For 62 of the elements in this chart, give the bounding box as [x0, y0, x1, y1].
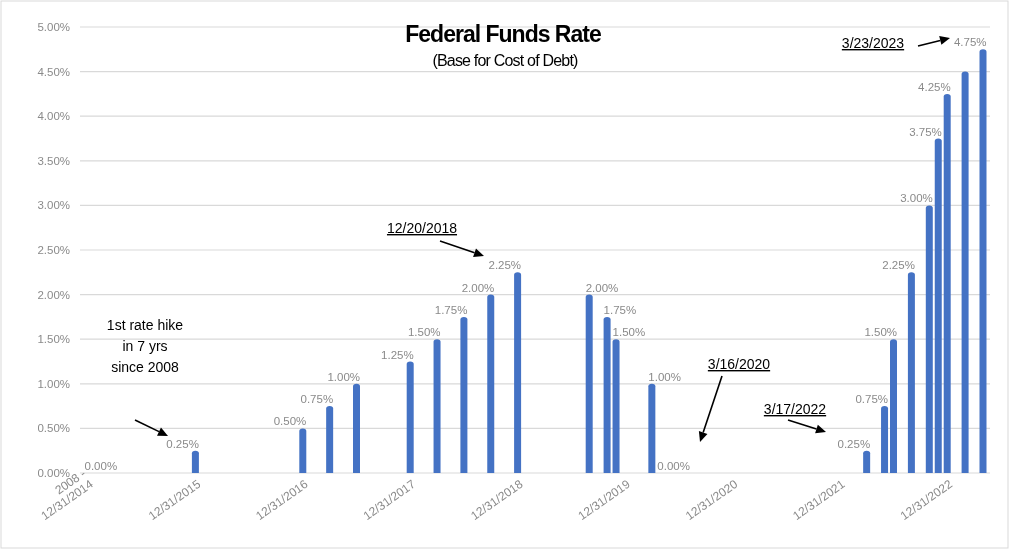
data-label: 0.00%	[84, 460, 118, 472]
bar	[881, 406, 889, 473]
annotation: 1st rate hike in 7 yrs since 2008	[106, 317, 184, 375]
data-label: 0.25%	[837, 437, 871, 450]
annotation: 3/23/2023	[841, 35, 905, 51]
bar	[406, 361, 414, 473]
data-label: 2.25%	[882, 259, 915, 272]
bar	[934, 138, 942, 473]
chart-title: Federal Funds Rate	[405, 21, 601, 47]
bar	[907, 272, 915, 473]
bar	[353, 383, 360, 473]
y-tick-label: 2.50%	[37, 244, 70, 257]
data-label: 3.75%	[909, 125, 942, 138]
y-tick-label: 1.50%	[37, 333, 70, 346]
bar	[585, 294, 593, 473]
bar	[299, 428, 307, 473]
data-label: 0.25%	[166, 437, 199, 450]
annotation: 3/16/2020	[707, 356, 771, 372]
data-label: 1.25%	[381, 348, 414, 361]
bar	[943, 93, 951, 473]
bar	[648, 383, 656, 473]
data-label: 2.00%	[585, 281, 619, 294]
y-tick-label: 3.50%	[37, 154, 70, 167]
y-tick-label: 4.50%	[37, 65, 70, 78]
data-label: 2.25%	[488, 259, 522, 272]
data-label: 1.50%	[407, 326, 441, 339]
bar	[925, 205, 933, 473]
data-label: 0.00%	[657, 460, 690, 472]
bar	[890, 339, 897, 473]
y-tick-label: 3.00%	[37, 199, 70, 212]
data-label: 1.75%	[603, 303, 637, 316]
bar	[863, 450, 871, 473]
data-label: 4.25%	[918, 80, 951, 93]
bar	[326, 406, 334, 473]
data-label: 3.00%	[900, 192, 933, 205]
data-label: 4.75%	[953, 36, 987, 49]
y-tick-label: 1.00%	[37, 377, 70, 390]
bar	[603, 316, 611, 473]
y-tick-label: 4.00%	[37, 110, 70, 123]
y-tick-label: 0.50%	[37, 422, 70, 435]
y-tick-label: 5.00%	[37, 21, 70, 34]
bar	[514, 272, 522, 473]
bar	[979, 49, 987, 473]
data-label: 1.00%	[648, 370, 681, 383]
data-label: 1.00%	[327, 370, 360, 383]
bar	[612, 339, 620, 473]
data-label: 1.75%	[434, 303, 468, 316]
bar	[961, 71, 969, 473]
y-tick-label: 2.00%	[37, 288, 70, 301]
text: (Base for Cost of Debt)	[432, 52, 579, 69]
annotation: 12/20/2018	[386, 220, 458, 236]
data-label: 2.00%	[461, 281, 495, 294]
data-label: 0.75%	[300, 393, 334, 406]
bar	[487, 294, 495, 473]
bar	[191, 450, 199, 473]
bar	[433, 339, 441, 473]
annotation: 3/17/2022	[763, 401, 827, 417]
data-label: 0.75%	[855, 393, 889, 406]
data-label: 1.50%	[612, 326, 646, 339]
bar	[460, 316, 468, 473]
data-label: 1.50%	[864, 326, 897, 339]
data-label: 0.50%	[273, 415, 307, 428]
